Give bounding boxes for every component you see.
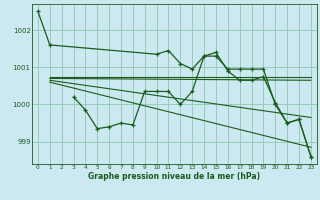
X-axis label: Graphe pression niveau de la mer (hPa): Graphe pression niveau de la mer (hPa) [88,172,260,181]
